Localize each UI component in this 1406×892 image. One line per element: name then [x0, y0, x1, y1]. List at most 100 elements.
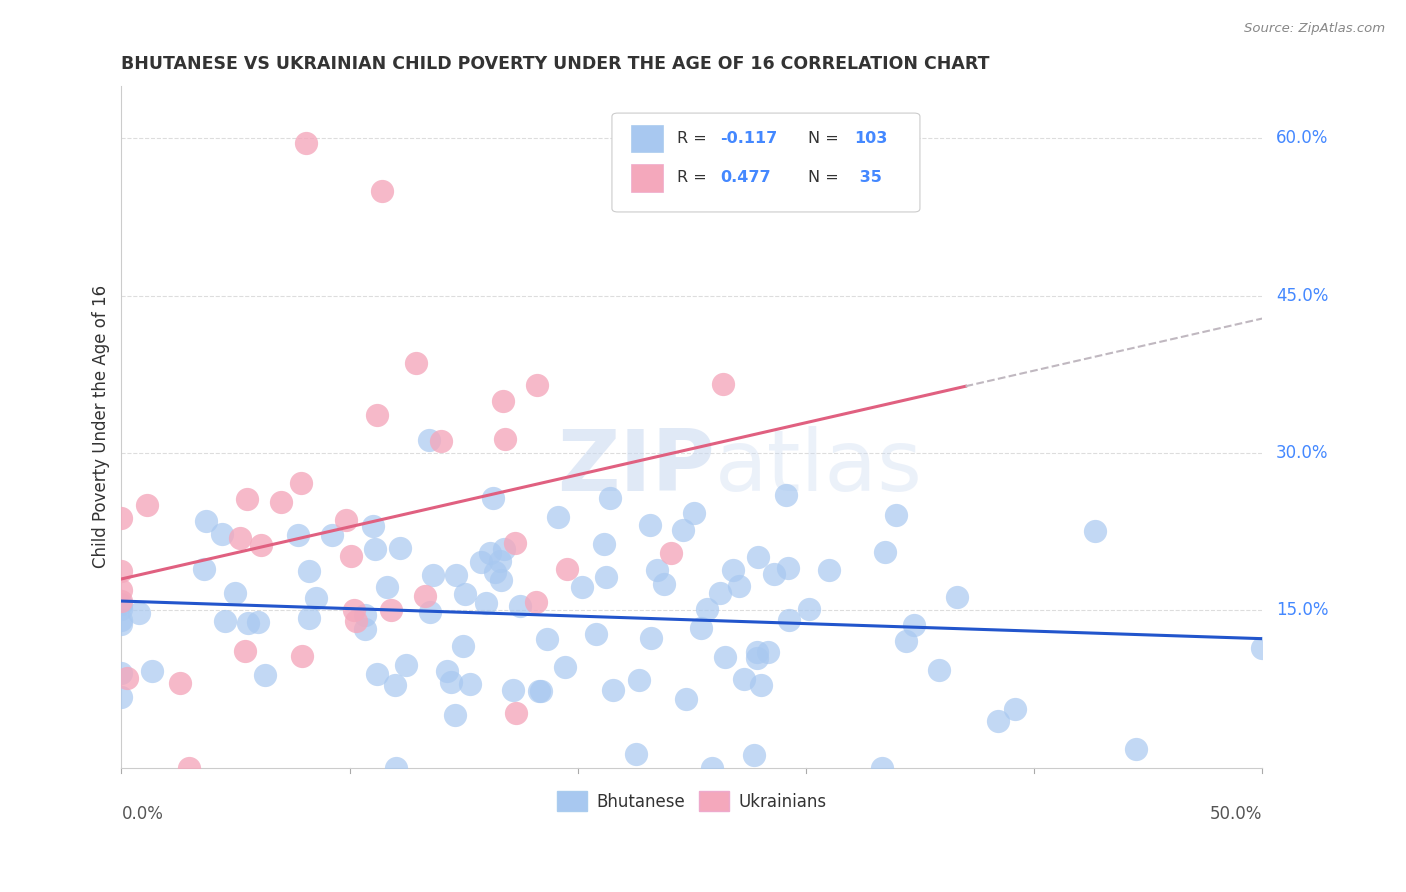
Point — [870, 761, 893, 775]
Text: 15.0%: 15.0% — [1275, 601, 1329, 619]
Point — [238, 616, 260, 631]
Point — [776, 561, 799, 575]
Point — [505, 706, 527, 721]
Point — [489, 573, 512, 587]
Point — [733, 672, 755, 686]
Point — [361, 518, 384, 533]
Point — [745, 644, 768, 658]
Point — [530, 683, 553, 698]
Point — [236, 491, 259, 506]
Point — [744, 747, 766, 762]
Point — [298, 611, 321, 625]
Point — [585, 626, 607, 640]
Point — [482, 491, 505, 505]
Text: Source: ZipAtlas.com: Source: ZipAtlas.com — [1244, 22, 1385, 36]
Point — [388, 541, 411, 556]
Point — [1004, 702, 1026, 716]
Point — [602, 682, 624, 697]
Point — [385, 761, 408, 775]
Text: 0.0%: 0.0% — [121, 805, 163, 823]
Point — [418, 433, 440, 447]
Point — [436, 665, 458, 679]
Point — [413, 589, 436, 603]
Point — [489, 553, 512, 567]
Point — [599, 491, 621, 505]
Point — [727, 579, 749, 593]
Point — [110, 690, 132, 704]
Point — [295, 136, 318, 151]
Point — [141, 664, 163, 678]
Point — [290, 476, 312, 491]
Point — [297, 564, 319, 578]
Point — [775, 488, 797, 502]
Point — [254, 668, 277, 682]
Point — [778, 614, 800, 628]
Point — [659, 546, 682, 560]
Point — [224, 585, 246, 599]
Text: N =: N = — [808, 170, 844, 186]
Point — [229, 532, 252, 546]
Point — [110, 594, 132, 608]
Point — [177, 761, 200, 775]
Point — [460, 677, 482, 691]
Text: 30.0%: 30.0% — [1275, 444, 1329, 462]
Point — [946, 590, 969, 604]
Point — [1125, 742, 1147, 756]
Point — [321, 528, 343, 542]
Point — [526, 378, 548, 392]
Point — [484, 566, 506, 580]
Point — [503, 536, 526, 550]
Point — [524, 595, 547, 609]
Point — [645, 563, 668, 577]
Point — [169, 676, 191, 690]
Point — [440, 675, 463, 690]
Point — [110, 666, 132, 681]
Point — [762, 567, 785, 582]
Text: 45.0%: 45.0% — [1275, 286, 1329, 305]
Point — [444, 707, 467, 722]
Point — [353, 622, 375, 636]
Point — [454, 587, 477, 601]
Point — [110, 601, 132, 615]
Point — [797, 602, 820, 616]
Point — [745, 651, 768, 665]
Point — [110, 614, 132, 628]
Legend: Bhutanese, Ukrainians: Bhutanese, Ukrainians — [550, 785, 834, 817]
Point — [136, 498, 159, 512]
Point — [470, 555, 492, 569]
Point — [475, 596, 498, 610]
Point — [536, 632, 558, 646]
Point — [714, 650, 737, 665]
FancyBboxPatch shape — [631, 164, 664, 192]
Point — [652, 577, 675, 591]
Point — [747, 550, 769, 565]
Point — [366, 666, 388, 681]
Point — [366, 408, 388, 422]
FancyBboxPatch shape — [631, 125, 664, 152]
Point — [690, 621, 713, 635]
Point — [451, 639, 474, 653]
Text: 0.477: 0.477 — [720, 170, 770, 186]
Point — [987, 714, 1010, 728]
Point — [370, 184, 392, 198]
Point — [818, 563, 841, 577]
Point — [571, 580, 593, 594]
Point — [721, 563, 744, 577]
Text: R =: R = — [676, 131, 711, 145]
Point — [384, 678, 406, 692]
Point — [246, 615, 269, 630]
Point — [1084, 524, 1107, 538]
Y-axis label: Child Poverty Under the Age of 16: Child Poverty Under the Age of 16 — [93, 285, 110, 568]
Point — [364, 542, 387, 557]
Point — [305, 591, 328, 606]
Point — [494, 432, 516, 446]
Point — [711, 376, 734, 391]
Point — [478, 546, 501, 560]
Point — [249, 538, 271, 552]
Point — [270, 494, 292, 508]
Point — [709, 586, 731, 600]
Text: R =: R = — [676, 170, 711, 186]
Point — [749, 678, 772, 692]
Point — [343, 603, 366, 617]
Point — [928, 664, 950, 678]
